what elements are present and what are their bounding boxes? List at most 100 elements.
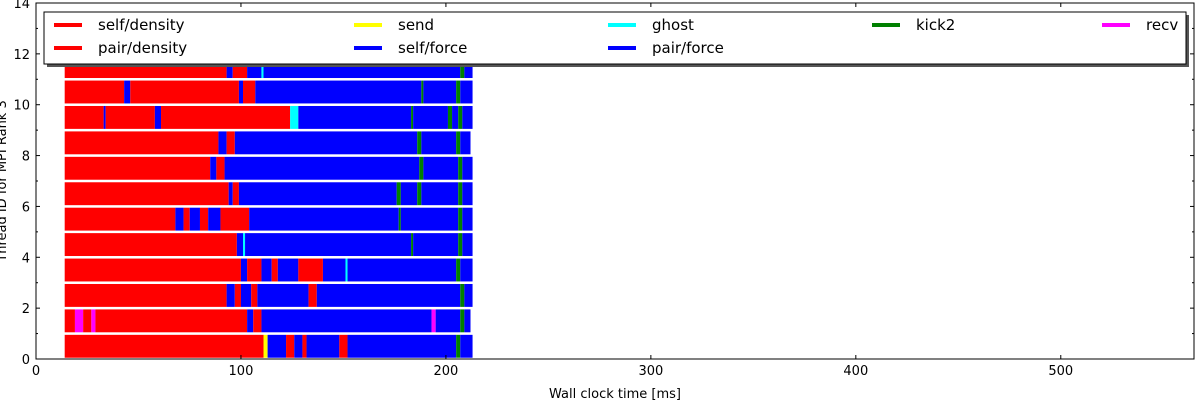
segment-self-force: [245, 233, 412, 257]
legend-item: pair/force: [608, 39, 724, 57]
legend: self/density send ghost kick2 recv pair/densi…: [43, 11, 1189, 67]
segment-self-force: [413, 105, 448, 129]
segment-self-density: [105, 105, 155, 129]
y-tick-label: 6: [22, 200, 30, 215]
segment-self-force: [236, 233, 244, 257]
segment-self-density: [216, 156, 225, 180]
segment-self-force: [400, 182, 418, 206]
y-tick-label: 14: [13, 0, 30, 12]
segment-pair-force: [267, 334, 287, 358]
segment-self-density: [243, 80, 256, 104]
segment-kick2: [458, 105, 463, 129]
segment-self-density: [64, 131, 219, 155]
segment-kick2: [456, 258, 461, 282]
legend-item: self/force: [354, 39, 467, 57]
segment-ghost: [345, 258, 348, 282]
segment-self-density: [95, 309, 248, 333]
x-tick-label: 0: [32, 364, 40, 379]
segment-kick2: [417, 182, 422, 206]
legend-item: recv: [1102, 16, 1178, 34]
segment-self-density: [302, 334, 307, 358]
thread-row-8: [64, 131, 471, 155]
segment-self-force: [462, 105, 473, 129]
segment-pair-force: [464, 309, 471, 333]
segment-self-density: [253, 309, 262, 333]
segment-self-force: [277, 258, 299, 282]
y-axis-ticks: 0 2 4 6 8 10 12 14: [13, 0, 1194, 368]
segment-pair-force: [306, 334, 340, 358]
thread-row-10: [64, 80, 473, 104]
task-segments: [64, 55, 473, 358]
segment-pair-force: [460, 334, 473, 358]
segment-self-force: [124, 80, 131, 104]
x-tick-label: 200: [433, 364, 458, 379]
thread-row-6: [64, 182, 473, 206]
segment-self-density: [161, 105, 291, 129]
segment-self-force: [228, 182, 233, 206]
segment-self-density: [64, 182, 229, 206]
segment-self-force: [238, 182, 397, 206]
segment-self-density: [64, 156, 211, 180]
thread-row-9: [64, 105, 473, 129]
segment-self-force: [423, 80, 457, 104]
segment-self-density: [308, 283, 317, 307]
segment-ghost: [243, 233, 246, 257]
legend-box: [43, 11, 1187, 65]
segment-ghost: [290, 105, 299, 129]
segment-self-density: [339, 334, 348, 358]
segment-self-density: [226, 131, 235, 155]
segment-pair-force: [347, 334, 457, 358]
segment-self-density: [232, 182, 239, 206]
segment-self-force: [464, 283, 473, 307]
segment-self-force: [189, 207, 200, 231]
x-axis-label: Wall clock time [ms]: [549, 387, 681, 400]
segment-self-force: [423, 156, 459, 180]
legend-item: pair/density: [54, 39, 187, 57]
segment-self-force: [240, 283, 252, 307]
thread-row-5: [64, 207, 473, 231]
segment-self-force: [103, 105, 106, 129]
x-axis-ticks: 0 100 200 300 400 500: [32, 3, 1073, 379]
segment-self-density: [64, 105, 104, 129]
segment-self-force: [462, 233, 473, 257]
thread-row-0: [64, 334, 473, 358]
segment-kick2: [419, 156, 424, 180]
segment-self-force: [249, 207, 399, 231]
segment-self-density: [234, 283, 241, 307]
legend-label: self/density: [98, 16, 185, 34]
thread-row-2: [64, 283, 473, 307]
segment-pair-force: [247, 309, 254, 333]
segment-self-force: [452, 105, 459, 129]
segment-self-force: [460, 131, 471, 155]
x-tick-label: 300: [638, 364, 663, 379]
segment-self-force: [400, 207, 459, 231]
segment-self-force: [460, 80, 473, 104]
y-tick-label: 8: [22, 150, 30, 165]
y-tick-label: 0: [22, 353, 30, 368]
legend-item: self/density: [54, 16, 185, 34]
segment-self-force: [226, 283, 235, 307]
segment-self-force: [421, 182, 459, 206]
segment-kick2: [458, 156, 463, 180]
segment-kick2: [456, 334, 461, 358]
segment-self-density: [220, 207, 250, 231]
x-tick-label: 100: [229, 364, 254, 379]
segment-kick2: [447, 105, 453, 129]
segment-self-density: [64, 233, 237, 257]
segment-pair-force: [294, 334, 303, 358]
segment-self-force: [255, 80, 422, 104]
segment-self-force: [257, 283, 309, 307]
segment-self-density: [183, 207, 190, 231]
segment-self-force: [421, 131, 457, 155]
segment-self-force: [238, 80, 244, 104]
segment-self-density: [130, 80, 239, 104]
y-tick-label: 10: [13, 99, 30, 114]
thread-row-4: [64, 233, 473, 257]
thread-row-7: [64, 156, 473, 180]
segment-self-force: [261, 258, 272, 282]
segment-kick2: [396, 182, 401, 206]
y-tick-label: 12: [13, 48, 30, 63]
segment-self-density: [199, 207, 209, 231]
legend-label: pair/force: [652, 39, 724, 57]
